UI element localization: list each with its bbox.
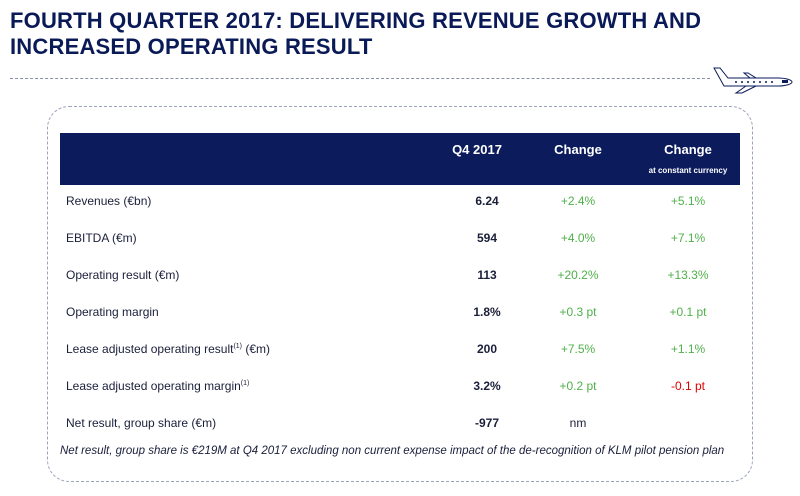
footnote: Net result, group share is €219M at Q4 2… — [60, 445, 725, 457]
table-row: EBITDA (€m) 594 +4.0% +7.1% — [60, 224, 740, 252]
row-change: +4.0% — [560, 231, 596, 245]
row-change: nm — [569, 416, 587, 430]
row-change-cc: -0.1 pt — [670, 379, 706, 393]
table-row: Lease adjusted operating result(1) (€m) … — [60, 335, 740, 363]
row-change-cc: +5.1% — [670, 194, 706, 208]
row-change: +7.5% — [560, 342, 596, 356]
page-title: FOURTH QUARTER 2017: DELIVERING REVENUE … — [10, 8, 730, 60]
header-q4: Q4 2017 — [452, 142, 502, 157]
results-card — [47, 106, 753, 482]
header-change: Change — [554, 142, 602, 157]
airplane-icon — [713, 67, 793, 94]
title-line-1: FOURTH QUARTER 2017: DELIVERING REVENUE … — [10, 8, 702, 33]
table-row: Operating result (€m) 113 +20.2% +13.3% — [60, 261, 740, 289]
row-q4: 3.2% — [473, 379, 501, 393]
table-row: Lease adjusted operating margin(1) 3.2% … — [60, 372, 740, 400]
row-q4: 6.24 — [475, 194, 499, 208]
row-change-cc: +1.1% — [670, 342, 706, 356]
table-row: Revenues (€bn) 6.24 +2.4% +5.1% — [60, 187, 740, 215]
row-change-cc: +0.1 pt — [669, 305, 707, 319]
title-divider — [10, 78, 710, 79]
table-row: Operating margin 1.8% +0.3 pt +0.1 pt — [60, 298, 740, 326]
table-row: Net result, group share (€m) -977 nm — [60, 409, 740, 437]
row-q4: 594 — [476, 231, 498, 245]
header-change-cc-sub: at constant currency — [648, 166, 728, 175]
row-label: Operating margin — [66, 305, 159, 319]
header-change-cc: Change — [664, 142, 712, 157]
row-change: +20.2% — [557, 268, 599, 282]
table-header: Q4 2017 Change Change at constant curren… — [60, 133, 740, 185]
footnote-marker: (1) — [233, 343, 243, 350]
footnote-marker: (1) — [240, 380, 250, 387]
row-label: EBITDA (€m) — [66, 231, 137, 245]
row-label: Net result, group share (€m) — [66, 416, 217, 430]
row-change: +0.2 pt — [559, 379, 597, 393]
row-change-cc: +13.3% — [667, 268, 709, 282]
row-change: +2.4% — [560, 194, 596, 208]
row-label: Operating result (€m) — [66, 268, 180, 282]
row-label: Revenues (€bn) — [66, 194, 152, 208]
row-change: +0.3 pt — [559, 305, 597, 319]
row-q4: 1.8% — [473, 305, 501, 319]
row-change-cc: +7.1% — [670, 231, 706, 245]
row-q4: 113 — [477, 268, 497, 282]
title-line-2: INCREASED OPERATING RESULT — [10, 34, 373, 59]
row-label: Lease adjusted operating margin(1) — [66, 379, 250, 393]
row-q4: 200 — [476, 342, 498, 356]
row-label: Lease adjusted operating result(1) (€m) — [66, 342, 271, 356]
row-q4: -977 — [474, 416, 500, 430]
